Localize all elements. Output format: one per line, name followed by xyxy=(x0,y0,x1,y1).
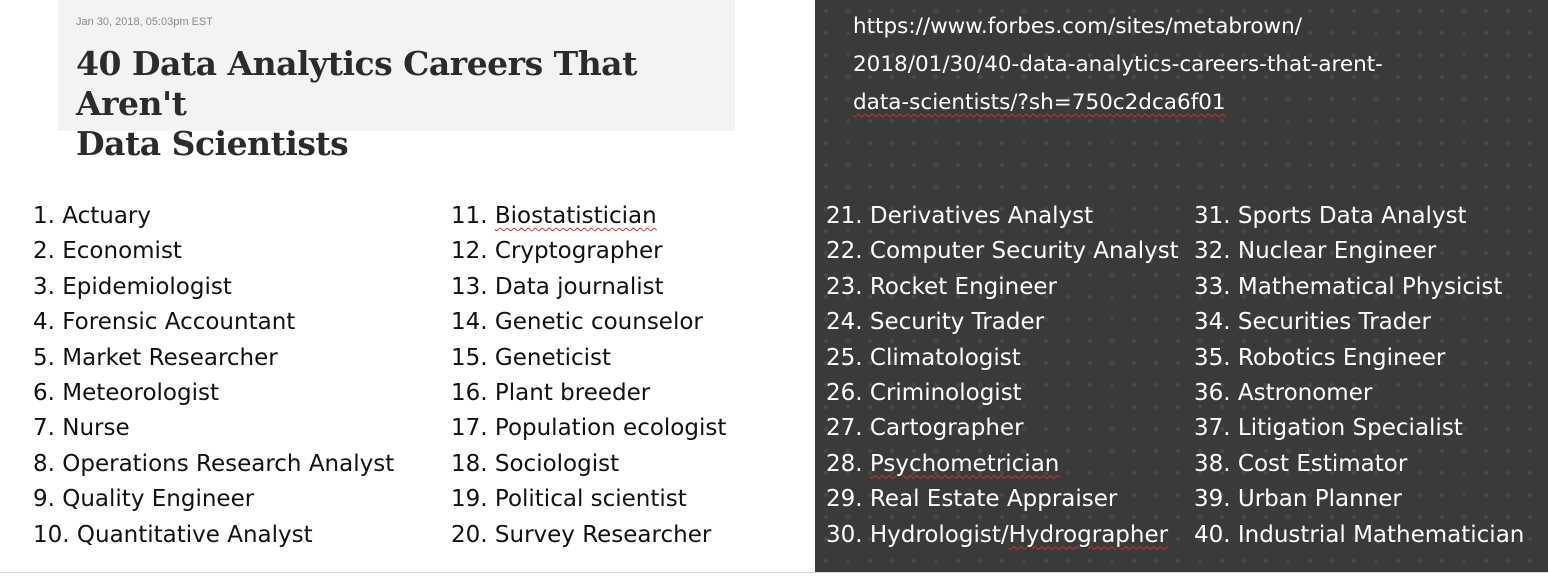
article-title: 40 Data Analytics Careers That Aren't Da… xyxy=(76,44,736,164)
career-item: 27. Cartographer xyxy=(826,415,1024,442)
career-item: 4. Forensic Accountant xyxy=(33,309,296,336)
career-item: 25. Climatologist xyxy=(826,344,1021,371)
career-item: 24. Security Trader xyxy=(826,309,1045,336)
career-item: 28. Psychometrician xyxy=(826,450,1060,477)
career-list-col2: 11. Biostatistician 12. Cryptographer 13… xyxy=(451,199,726,553)
career-item: 30. Hydrologist/Hydrographer xyxy=(826,521,1169,548)
article-title-line1: 40 Data Analytics Careers That Aren't xyxy=(76,44,637,123)
career-item: 36. Astronomer xyxy=(1194,379,1373,406)
career-list-col1: 1. Actuary 2. Economist 3. Epidemiologis… xyxy=(33,199,394,553)
url-line3-text: data-scientists/?sh=750c2dca6f01 xyxy=(853,90,1226,115)
career-item: 23. Rocket Engineer xyxy=(826,273,1057,300)
career-item: 37. Litigation Specialist xyxy=(1194,415,1463,442)
career-item: 2. Economist xyxy=(33,238,182,265)
source-url[interactable]: https://www.forbes.com/sites/metabrown/ … xyxy=(853,8,1513,122)
spellcheck-word: Biostatistician xyxy=(494,203,657,229)
career-item: 10. Quantitative Analyst xyxy=(33,521,313,548)
spellcheck-word: Psychometrician xyxy=(869,450,1060,477)
career-item: 3. Epidemiologist xyxy=(33,273,232,300)
career-item: 19. Political scientist xyxy=(451,486,687,513)
career-item: 33. Mathematical Physicist xyxy=(1194,273,1503,300)
career-item: 15. Geneticist xyxy=(451,344,612,371)
career-item: 13. Data journalist xyxy=(451,273,664,300)
career-item: 39. Urban Planner xyxy=(1194,486,1402,513)
career-item: 1. Actuary xyxy=(33,203,151,229)
career-item: 9. Quality Engineer xyxy=(33,486,255,513)
career-item: 7. Nurse xyxy=(33,415,130,442)
career-item: 18. Sociologist xyxy=(451,450,620,477)
career-item: 11. Biostatistician xyxy=(451,203,657,229)
career-item: 40. Industrial Mathematician xyxy=(1194,521,1525,548)
url-line3: data-scientists/?sh=750c2dca6f01 xyxy=(853,84,1513,122)
article-title-line2: Data Scientists xyxy=(76,124,349,163)
spellcheck-word: Hydrographer xyxy=(1008,521,1169,548)
career-item: 6. Meteorologist xyxy=(33,379,219,406)
career-item: 35. Robotics Engineer xyxy=(1194,344,1446,371)
career-item: 29. Real Estate Appraiser xyxy=(826,486,1118,513)
url-line2: 2018/01/30/40-data-analytics-careers-tha… xyxy=(853,52,1383,77)
career-item: 38. Cost Estimator xyxy=(1194,450,1408,477)
left-panel: Jan 30, 2018, 05:03pm EST 40 Data Analyt… xyxy=(33,0,735,553)
article-header-screenshot: Jan 30, 2018, 05:03pm EST 40 Data Analyt… xyxy=(58,0,735,163)
career-item: 16. Plant breeder xyxy=(451,379,651,406)
career-item: 8. Operations Research Analyst xyxy=(33,450,395,477)
url-line1: https://www.forbes.com/sites/metabrown/ xyxy=(853,14,1302,39)
career-item: 5. Market Researcher xyxy=(33,344,278,371)
career-list-col3: 21. Derivatives Analyst 22. Computer Sec… xyxy=(826,199,1179,553)
career-item: 26. Criminologist xyxy=(826,379,1022,406)
career-item: 20. Survey Researcher xyxy=(451,521,712,548)
bottom-strip xyxy=(0,572,1548,579)
career-list-col4: 31. Sports Data Analyst 32. Nuclear Engi… xyxy=(1194,199,1524,553)
career-item: 17. Population ecologist xyxy=(451,415,727,442)
career-item: 12. Cryptographer xyxy=(451,238,663,265)
career-item: 34. Securities Trader xyxy=(1194,309,1431,336)
career-item: 14. Genetic counselor xyxy=(451,309,703,336)
career-item: 32. Nuclear Engineer xyxy=(1194,238,1437,265)
right-panel: https://www.forbes.com/sites/metabrown/ … xyxy=(815,0,1548,572)
career-item: 21. Derivatives Analyst xyxy=(826,203,1094,229)
career-item: 31. Sports Data Analyst xyxy=(1194,203,1467,229)
career-item: 22. Computer Security Analyst xyxy=(826,238,1179,265)
article-date: Jan 30, 2018, 05:03pm EST xyxy=(76,16,213,28)
